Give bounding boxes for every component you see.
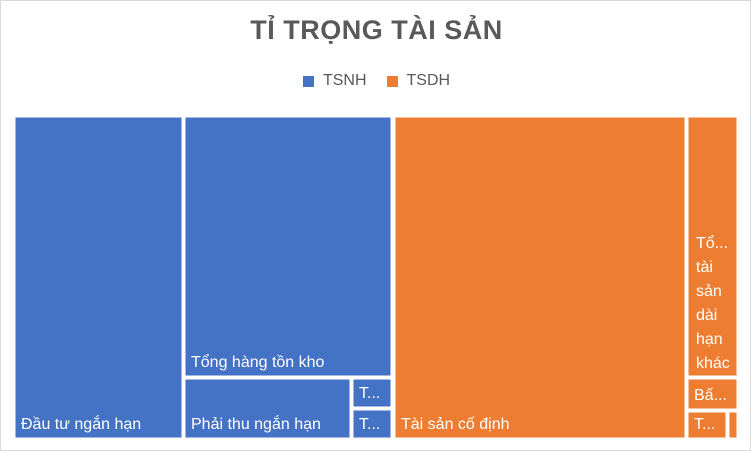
treemap-tile-tsnh-4 xyxy=(352,409,392,439)
treemap-label-tsnh-2: Phải thu ngắn hạn xyxy=(191,414,321,433)
legend-item-tsnh: TSNH xyxy=(302,72,367,90)
treemap-label-tsnh-3: T... xyxy=(359,385,380,402)
treemap-tile-tsnh-3 xyxy=(352,378,392,408)
legend: TSNH TSDH xyxy=(1,72,750,90)
treemap-label-tsnh-1: Tổng hàng tồn kho xyxy=(191,353,325,371)
treemap-label-tsnh-0: Đầu tư ngắn hạn xyxy=(21,414,141,433)
treemap-label-tsdh-1: Tổ... tài sản dài hạn khác xyxy=(696,234,730,372)
treemap-tile-tsdh-3 xyxy=(687,411,727,439)
treemap-label-tsdh-0: Tài sản cố định xyxy=(401,416,510,433)
treemap-tile-tsdh-2 xyxy=(687,378,738,410)
treemap-tile-tsnh-0 xyxy=(14,116,183,439)
legend-label-tsnh: TSNH xyxy=(322,72,367,89)
legend-label-tsdh: TSDH xyxy=(406,72,451,89)
treemap-label-tsdh-3: T... xyxy=(694,416,715,433)
treemap-tile-tsdh-1 xyxy=(687,116,738,377)
treemap-label-tsdh-2: Bấ... xyxy=(694,387,727,404)
treemap-tile-tsnh-1 xyxy=(184,116,392,377)
treemap-tile-tsnh-2 xyxy=(184,378,351,439)
treemap-tile-tsdh-4 xyxy=(728,411,738,439)
chart-title: TỈ TRỌNG TÀI SẢN xyxy=(250,15,503,45)
treemap-label-tsnh-4: T... xyxy=(359,416,380,433)
legend-swatch-tsdh xyxy=(386,75,398,87)
treemap-tile-tsdh-0 xyxy=(394,116,686,439)
legend-swatch-tsnh xyxy=(302,75,314,87)
legend-item-tsdh: TSDH xyxy=(386,72,451,90)
